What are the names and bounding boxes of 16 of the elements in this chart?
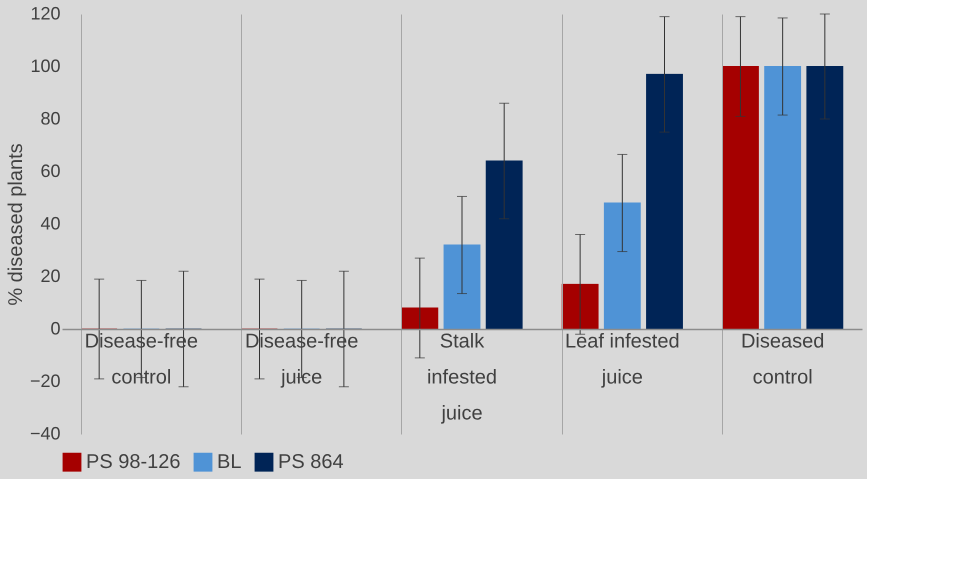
y-tick-label: 0 [50,318,60,338]
y-tick-label: 20 [40,266,60,286]
y-tick-label: 120 [30,4,60,24]
y-tick-label: −40 [30,424,60,444]
y-tick-label: 80 [40,108,60,128]
y-tick-label: 40 [40,214,60,234]
x-tick-label: Diseased control [740,330,824,388]
y-axis-title: % diseased plants [4,143,27,306]
y-tick-label: 100 [30,56,60,76]
legend-label: PS 864 [278,451,344,474]
legend-label: BL [217,451,242,474]
y-tick-label: −20 [30,371,60,391]
x-tick-label: Leaf infested juice [565,330,680,388]
x-tick-label: Stalk infested juice [426,330,498,424]
legend-label: PS 98-126 [86,451,181,474]
y-tick-label: 60 [40,161,60,181]
